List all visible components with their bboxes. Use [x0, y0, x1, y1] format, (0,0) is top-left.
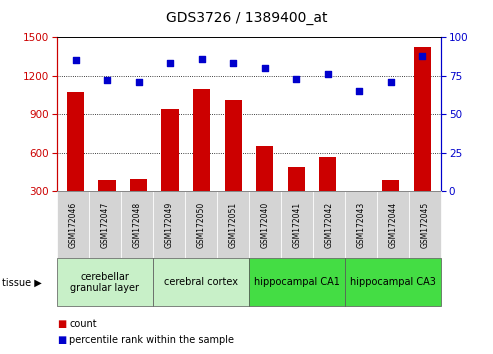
Text: cerebral cortex: cerebral cortex: [164, 277, 238, 287]
Point: [198, 56, 206, 62]
Bar: [382, 179, 399, 191]
Point: [292, 76, 300, 81]
Point: [324, 71, 332, 77]
Bar: [67, 92, 84, 191]
Bar: [414, 47, 431, 191]
Text: hippocampal CA3: hippocampal CA3: [350, 277, 436, 287]
Text: GDS3726 / 1389400_at: GDS3726 / 1389400_at: [166, 11, 327, 25]
Point: [419, 53, 426, 58]
Bar: [256, 146, 274, 191]
Point: [166, 61, 174, 66]
Text: percentile rank within the sample: percentile rank within the sample: [69, 335, 234, 345]
Text: cerebellar
granular layer: cerebellar granular layer: [70, 272, 139, 293]
Text: GSM172049: GSM172049: [164, 202, 174, 248]
Point: [229, 61, 237, 66]
Bar: [99, 179, 116, 191]
Point: [135, 79, 142, 85]
Text: GSM172051: GSM172051: [228, 202, 238, 248]
Text: hippocampal CA1: hippocampal CA1: [254, 277, 340, 287]
Text: ■: ■: [57, 319, 66, 329]
Point: [103, 78, 111, 83]
Bar: [319, 156, 336, 191]
Text: GSM172048: GSM172048: [132, 202, 141, 248]
Point: [261, 65, 269, 71]
Bar: [287, 167, 305, 191]
Text: count: count: [69, 319, 97, 329]
Text: GSM172046: GSM172046: [68, 202, 77, 248]
Bar: [130, 179, 147, 191]
Bar: [193, 88, 211, 191]
Text: GSM172044: GSM172044: [388, 202, 398, 248]
Bar: [351, 191, 368, 193]
Point: [355, 88, 363, 94]
Point: [387, 79, 395, 85]
Text: GSM172043: GSM172043: [356, 202, 366, 248]
Text: tissue ▶: tissue ▶: [2, 277, 42, 287]
Bar: [224, 100, 242, 191]
Text: ■: ■: [57, 335, 66, 345]
Text: GSM172045: GSM172045: [421, 202, 430, 248]
Text: GSM172040: GSM172040: [260, 202, 270, 248]
Point: [71, 57, 79, 63]
Text: GSM172047: GSM172047: [100, 202, 109, 248]
Text: GSM172041: GSM172041: [292, 202, 302, 248]
Bar: [162, 109, 179, 191]
Text: GSM172050: GSM172050: [196, 202, 206, 248]
Text: GSM172042: GSM172042: [324, 202, 334, 248]
